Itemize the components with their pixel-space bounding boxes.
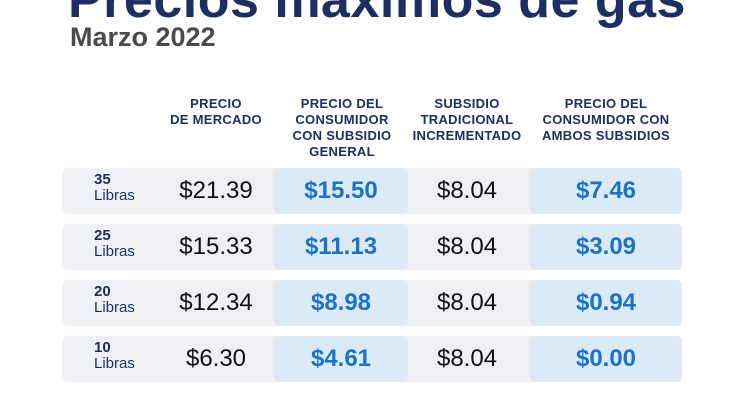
weight-number: 20 xyxy=(94,283,111,300)
consumer-general-price-cell: $8.98 xyxy=(274,280,408,326)
market-price-cell: $6.30 xyxy=(185,345,247,372)
weight-number: 35 xyxy=(94,171,111,188)
weight-unit: Libras xyxy=(94,355,135,372)
weight-cell: 25 Libras xyxy=(76,224,156,270)
header-line: PRECIO xyxy=(190,96,242,111)
traditional-subsidy-cell: $8.04 xyxy=(436,233,498,260)
weight-number: 10 xyxy=(94,339,111,356)
page-subtitle: Marzo 2022 xyxy=(70,22,216,52)
consumer-both-price-cell: $7.46 xyxy=(530,168,682,214)
consumer-general-price-cell: $4.61 xyxy=(274,336,408,382)
traditional-subsidy-cell: $8.04 xyxy=(436,345,498,372)
weight-cell: 10 Libras xyxy=(76,336,156,382)
table-row: 10 Libras $6.30 $4.61 $8.04 $0.00 xyxy=(62,336,682,382)
header-line: DE MERCADO xyxy=(170,112,262,127)
header-line: GENERAL xyxy=(309,144,375,159)
weight-unit: Libras xyxy=(94,243,135,260)
weight-unit: Libras xyxy=(94,299,135,316)
consumer-both-price-cell: $0.94 xyxy=(530,280,682,326)
header-consumer-both: PRECIO DEL CONSUMIDOR CON AMBOS SUBSIDIO… xyxy=(528,96,684,144)
weight-cell: 20 Libras xyxy=(76,280,156,326)
header-line: PRECIO DEL xyxy=(564,96,648,111)
header-traditional-subsidy: SUBSIDIO TRADICIONAL INCREMENTADO xyxy=(406,96,528,144)
header-consumer-general: PRECIO DEL CONSUMIDOR CON SUBSIDIO GENER… xyxy=(276,96,408,160)
consumer-both-price-cell: $3.09 xyxy=(530,224,682,270)
header-line: CONSUMIDOR xyxy=(295,112,389,127)
header-line: AMBOS SUBSIDIOS xyxy=(541,128,670,143)
traditional-subsidy-cell: $8.04 xyxy=(436,289,498,316)
weight-number: 25 xyxy=(94,227,111,244)
header-line: TRADICIONAL xyxy=(420,112,514,127)
table-row: 25 Libras $15.33 $11.13 $8.04 $3.09 xyxy=(62,224,682,270)
consumer-general-price-cell: $11.13 xyxy=(274,224,408,270)
weight-cell: 35 Libras xyxy=(76,168,156,214)
header-line: PRECIO DEL xyxy=(300,96,384,111)
traditional-subsidy-cell: $8.04 xyxy=(436,177,498,204)
page-title: Precios máximos de gas xyxy=(68,0,686,29)
header-market-price: PRECIO DE MERCADO xyxy=(162,96,270,128)
market-price-cell: $21.39 xyxy=(179,177,253,204)
header-line: CONSUMIDOR CON xyxy=(542,112,670,127)
table-row: 35 Libras $21.39 $15.50 $8.04 $7.46 xyxy=(62,168,682,214)
consumer-general-price-cell: $15.50 xyxy=(274,168,408,214)
consumer-both-price-cell: $0.00 xyxy=(530,336,682,382)
weight-unit: Libras xyxy=(94,187,135,204)
table-row: 20 Libras $12.34 $8.98 $8.04 $0.94 xyxy=(62,280,682,326)
header-line: CON SUBSIDIO xyxy=(292,128,392,143)
market-price-cell: $15.33 xyxy=(179,233,253,260)
header-line: SUBSIDIO xyxy=(434,96,500,111)
market-price-cell: $12.34 xyxy=(179,289,253,316)
header-line: INCREMENTADO xyxy=(412,128,522,143)
